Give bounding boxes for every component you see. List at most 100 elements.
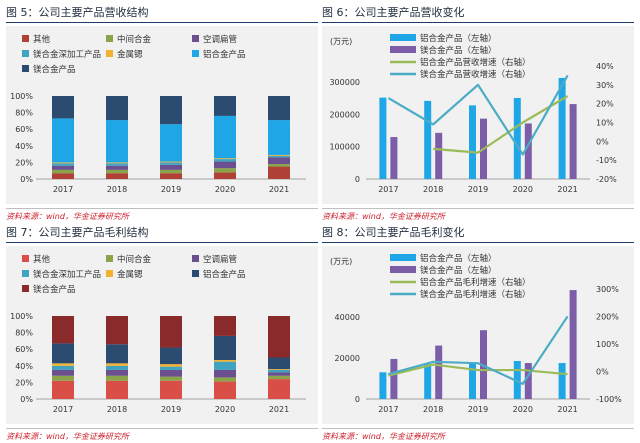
- y-tick-label: 0%: [20, 175, 33, 184]
- legend-swatch: [106, 35, 113, 42]
- x-tick-label: 2017: [53, 405, 73, 414]
- x-tick-label: 2017: [53, 185, 73, 194]
- bar-segment-1: [106, 375, 128, 381]
- bar---4: [569, 290, 577, 399]
- legend-swatch: [22, 35, 29, 42]
- bar-segment-4: [268, 166, 290, 179]
- bar-segment-3: [214, 96, 236, 116]
- source-note: 资料来源：wind，华金证券研究所: [322, 428, 634, 443]
- legend-swatch: [390, 266, 416, 273]
- bar-segment-1: [106, 165, 128, 170]
- legend-label: 铝合金产品毛利增速（右轴）: [420, 277, 531, 288]
- bar-segment-0: [52, 96, 74, 119]
- chart-title: 图 7：公司主要产品毛利结构: [6, 224, 318, 243]
- legend-label: 铝合金产品营收增速（右轴）: [420, 57, 531, 68]
- bar-segment-0: [52, 163, 74, 166]
- y-right-tick-label: 0%: [596, 367, 609, 376]
- legend-swatch: [390, 254, 416, 261]
- bar---3: [513, 360, 521, 399]
- bar-segment-0: [52, 165, 74, 170]
- legend-label: 镁合金产品营收增速（右轴）: [420, 69, 531, 80]
- unit-label: (万元): [330, 37, 352, 46]
- chart-plot: 铝合金产品（左轴） 镁合金产品（左轴） 铝合金产品营收增速（右轴） 镁合金产品营收增速…: [322, 26, 634, 204]
- bar---0: [379, 372, 387, 399]
- legend-swatch: [192, 35, 199, 42]
- bar-segment-0: [52, 173, 74, 179]
- bar-segment-0: [52, 365, 74, 370]
- bar-segment-2: [160, 347, 182, 365]
- bar-segment-2: [160, 161, 182, 163]
- bar-segment-4: [268, 316, 290, 358]
- y-tick-label: 60%: [15, 125, 33, 134]
- legend-swatch: [192, 50, 199, 57]
- bar-segment-4: [268, 375, 290, 380]
- bar-segment-4: [268, 154, 290, 156]
- y-tick-label: 80%: [15, 329, 33, 338]
- bar-segment-1: [106, 363, 128, 366]
- bar-segment-2: [160, 164, 182, 170]
- bar---3: [524, 123, 532, 179]
- bar-segment-2: [160, 169, 182, 174]
- legend-swatch: [390, 34, 416, 41]
- bar-segment-3: [214, 381, 236, 399]
- bar-segment-1: [106, 162, 128, 164]
- bar-segment-2: [160, 366, 182, 370]
- bar---1: [424, 364, 432, 399]
- bar---0: [390, 137, 398, 179]
- legend-label: 金属锶: [117, 269, 143, 280]
- bar-segment-3: [214, 161, 236, 169]
- x-tick-label: 2020: [215, 405, 235, 414]
- legend-swatch: [22, 50, 29, 57]
- bar-segment-4: [268, 379, 290, 399]
- x-tick-label: 2017: [378, 185, 398, 194]
- legend-label: 镁合金产品: [33, 64, 76, 75]
- bar-segment-3: [214, 359, 236, 362]
- y-left-tick-label: 0: [355, 395, 360, 404]
- unit-label: (万元): [330, 257, 352, 266]
- legend-label: 镁合金深加工产品: [33, 49, 101, 60]
- bar-segment-0: [52, 169, 74, 174]
- y-right-tick-label: 20%: [596, 100, 614, 109]
- legend-swatch: [390, 46, 416, 53]
- y-tick-label: 20%: [15, 378, 33, 387]
- line-series-0: [433, 95, 569, 154]
- legend-label: 铝合金产品: [203, 49, 246, 60]
- x-tick-label: 2019: [161, 185, 181, 194]
- legend-swatch: [106, 50, 113, 57]
- x-tick-label: 2019: [468, 185, 488, 194]
- bar---4: [558, 77, 566, 179]
- bar-segment-1: [106, 344, 128, 364]
- y-right-tick-label: -100%: [596, 395, 622, 404]
- x-tick-label: 2019: [468, 405, 488, 414]
- bar-segment-3: [214, 361, 236, 370]
- gross-profit-change-chart: 铝合金产品（左轴）镁合金产品（左轴）铝合金产品毛利增速（右轴）镁合金产品毛利增速…: [330, 253, 622, 414]
- bar-segment-0: [52, 316, 74, 344]
- bar-segment-2: [160, 316, 182, 348]
- bar-segment-4: [268, 120, 290, 155]
- source-note: 资料来源：wind，华金证券研究所: [6, 208, 318, 223]
- line-series-1: [388, 315, 569, 385]
- x-tick-label: 2021: [269, 185, 289, 194]
- chart-plot: 其他 中间合金 空调扁管 镁合金深加工产品 金属锶 铝合金产品 镁合金产品 0% 20% 40% 6…: [6, 26, 318, 204]
- chart-title: 图 8：公司主要产品毛利变化: [322, 224, 634, 243]
- bar-segment-0: [52, 369, 74, 376]
- legend-label: 铝合金产品（左轴）: [420, 253, 497, 264]
- y-right-tick-label: 0%: [596, 137, 609, 146]
- legend-label: 镁合金产品（左轴）: [420, 45, 497, 56]
- bar-segment-4: [268, 369, 290, 373]
- y-right-tick-label: 40%: [596, 62, 614, 71]
- y-tick-label: 20%: [15, 158, 33, 167]
- x-tick-label: 2020: [513, 185, 533, 194]
- bar-segment-2: [160, 162, 182, 165]
- y-tick-label: 40%: [15, 362, 33, 371]
- bar-segment-3: [214, 172, 236, 179]
- legend-swatch: [192, 270, 199, 277]
- legend-swatch: [22, 255, 29, 262]
- x-tick-label: 2018: [423, 185, 443, 194]
- bar-segment-1: [106, 163, 128, 166]
- bar-segment-1: [106, 365, 128, 370]
- y-left-tick-label: 100000: [329, 143, 360, 152]
- bar-segment-1: [106, 380, 128, 399]
- bar-segment-0: [52, 380, 74, 399]
- legend-label: 铝合金产品（左轴）: [420, 33, 497, 44]
